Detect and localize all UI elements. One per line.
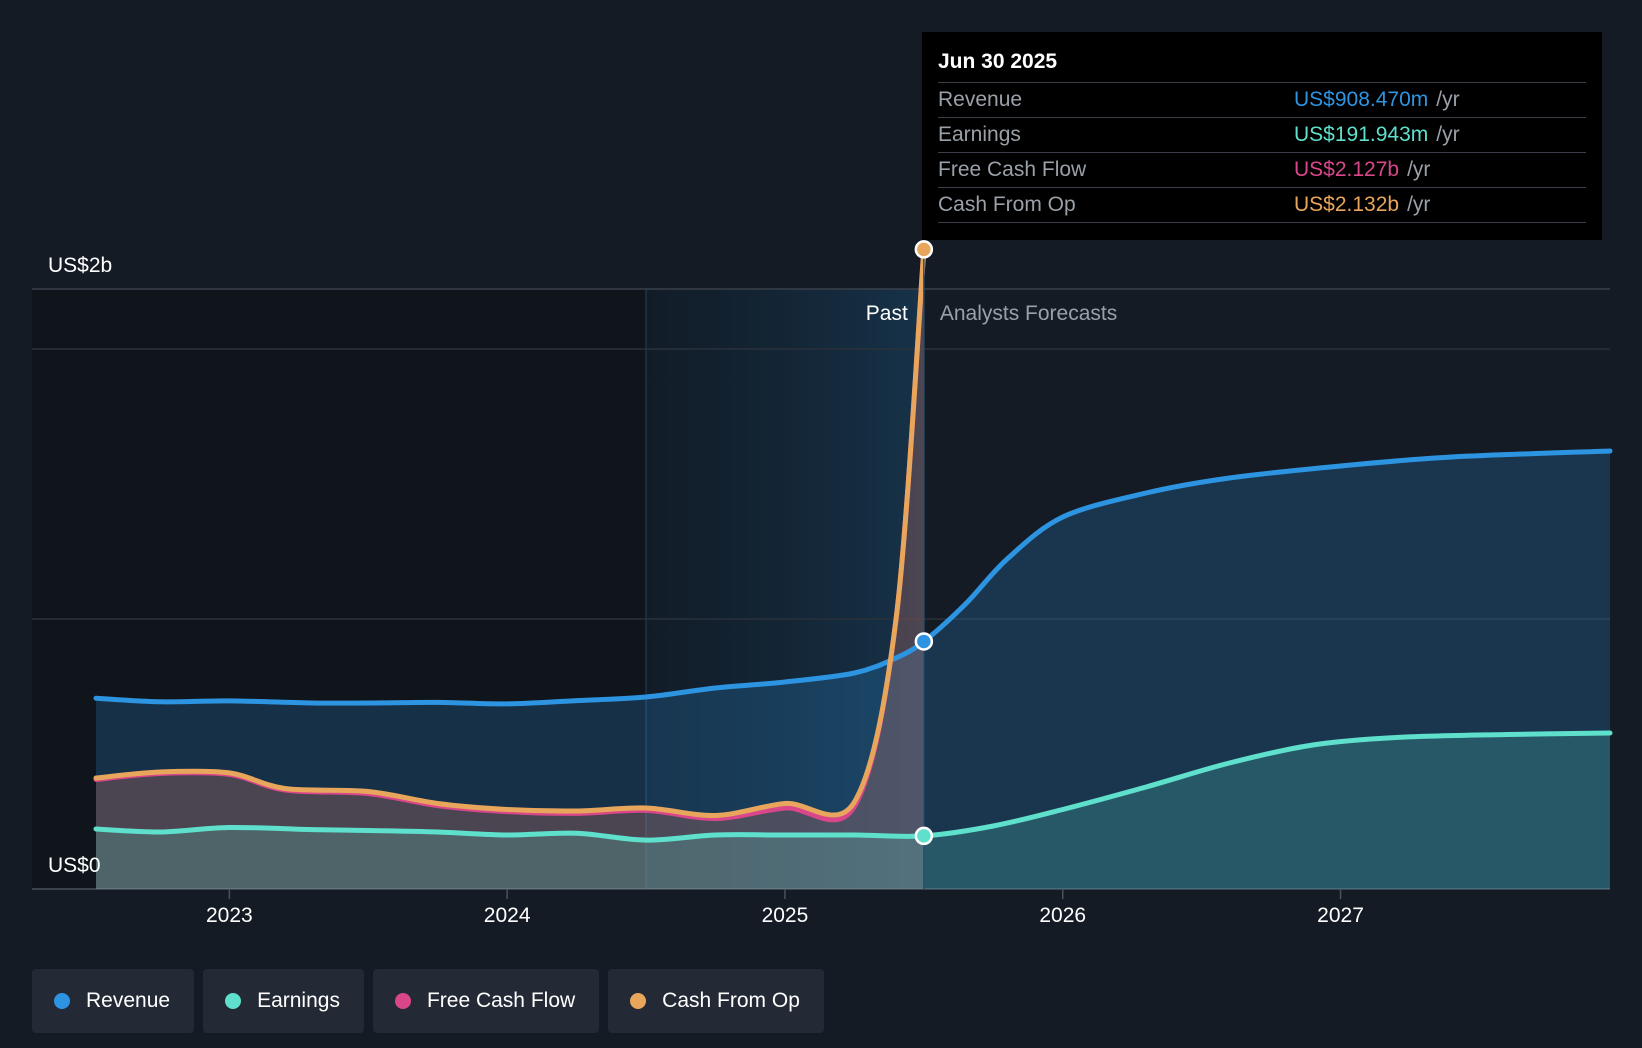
tooltip-row-free-cash-flow: Free Cash Flow US$2.127b /yr — [938, 153, 1586, 188]
tooltip-row-cash-from-op: Cash From Op US$2.132b /yr — [938, 188, 1586, 223]
series-lines — [93, 246, 1613, 843]
past-label: Past — [866, 302, 908, 325]
earnings-area — [96, 733, 1610, 889]
cfo-line — [93, 246, 927, 819]
fcf-area — [96, 250, 924, 889]
tooltip-label: Cash From Op — [938, 193, 1076, 216]
legend-item-revenue[interactable]: Revenue — [32, 969, 195, 1033]
x-tick-label: 2026 — [1039, 904, 1086, 927]
tooltip-date: Jun 30 2025 — [938, 46, 1586, 83]
legend: Revenue Earnings Free Cash Flow Cash Fro… — [32, 969, 824, 1033]
free-cash-flow-dot-icon — [394, 993, 411, 1009]
revenue-marker — [914, 632, 934, 651]
tooltip: Jun 30 2025 Revenue US$908.470m /yr Earn… — [922, 32, 1602, 240]
series-markers — [914, 240, 934, 846]
y-axis-bottom-label: US$0 — [48, 854, 101, 877]
y-axis-top-label: US$2b — [48, 254, 112, 277]
gridlines — [32, 288, 1610, 890]
series-areas — [96, 249, 1610, 889]
earnings-marker — [914, 826, 934, 846]
revenue-dot-icon — [54, 993, 70, 1009]
legend-item-free-cash-flow[interactable]: Free Cash Flow — [372, 969, 600, 1033]
legend-label: Free Cash Flow — [426, 989, 576, 1012]
x-tick-label: 2024 — [484, 904, 531, 927]
tooltip-label: Free Cash Flow — [938, 158, 1087, 181]
tooltip-row-earnings: Earnings US$191.943m /yr — [938, 118, 1586, 153]
x-axis-ticks: 2023 2024 2025 2026 2027 — [206, 889, 1364, 927]
cfo-area — [96, 249, 924, 889]
tooltip-unit: /yr — [1407, 193, 1431, 216]
tooltip-row-revenue: Revenue US$908.470m /yr — [938, 83, 1586, 118]
legend-item-cash-from-op[interactable]: Cash From Op — [608, 969, 824, 1033]
x-tick-label: 2025 — [762, 904, 809, 927]
legend-label: Revenue — [86, 989, 171, 1012]
tooltip-value: US$908.470m — [1294, 88, 1429, 111]
earnings-line — [93, 730, 1613, 843]
x-tick-label: 2023 — [206, 904, 253, 927]
revenue-line — [93, 448, 1613, 707]
tooltip-label: Revenue — [938, 88, 1023, 111]
tooltip-unit: /yr — [1436, 88, 1460, 111]
tooltip-unit: /yr — [1407, 158, 1431, 181]
tooltip-label: Earnings — [938, 123, 1021, 146]
cash-from-op-dot-icon — [630, 993, 647, 1009]
legend-label: Earnings — [257, 989, 340, 1012]
revenue-area — [96, 451, 1610, 889]
tooltip-value: US$191.943m — [1294, 123, 1429, 146]
legend-label: Cash From Op — [662, 989, 800, 1012]
earnings-dot-icon — [225, 993, 242, 1009]
tooltip-value: US$2.132b — [1294, 193, 1400, 216]
tooltip-unit: /yr — [1436, 123, 1460, 146]
forecast-label: Analysts Forecasts — [940, 302, 1117, 325]
cash-from-op-marker — [914, 240, 934, 259]
legend-item-earnings[interactable]: Earnings — [203, 969, 364, 1033]
x-tick-label: 2027 — [1317, 904, 1364, 927]
recent-highlight-region — [646, 289, 924, 889]
tooltip-value: US$2.127b — [1294, 158, 1400, 181]
